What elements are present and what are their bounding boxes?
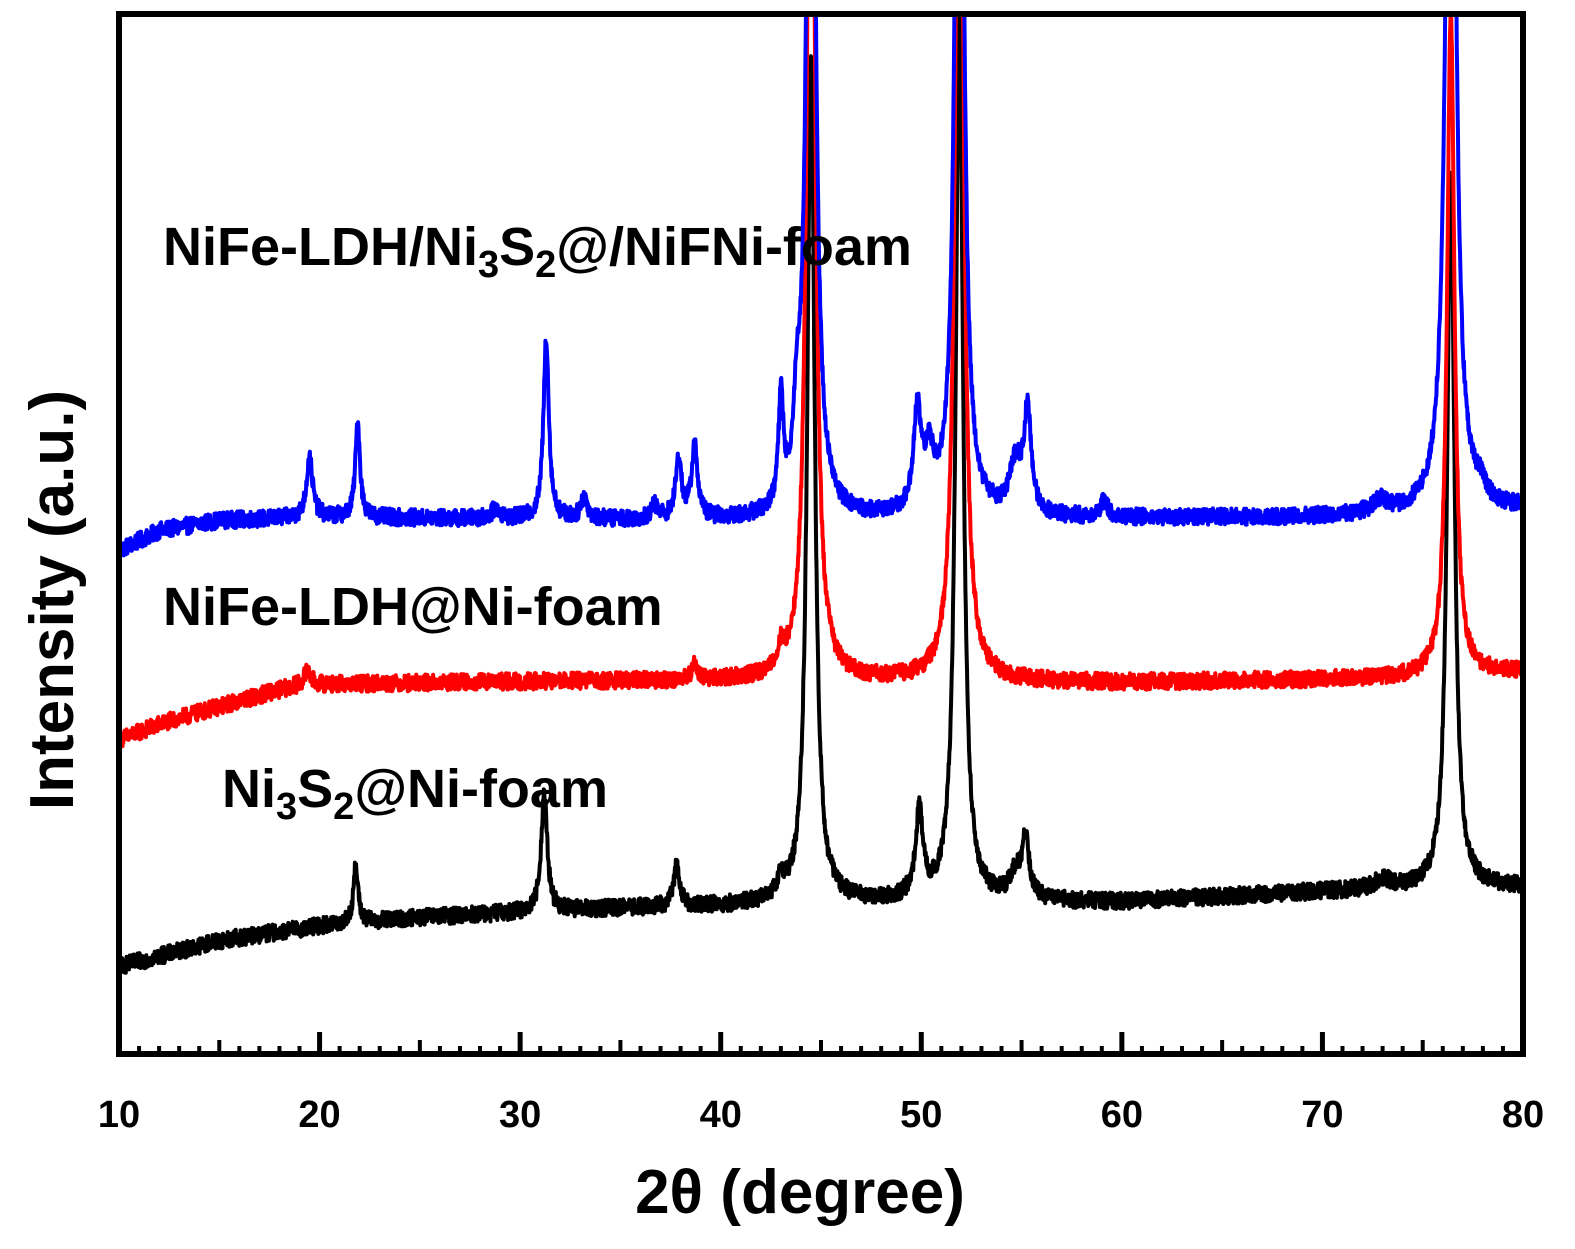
series-labels: NiFe-LDH/Ni3S2@/NiFNi-foam NiFe-LDH@Ni-fo… bbox=[163, 217, 912, 828]
x-tick-label: 20 bbox=[298, 1094, 340, 1136]
x-tick-label: 40 bbox=[700, 1094, 742, 1136]
series-line-2 bbox=[121, 14, 1523, 975]
x-tick-label: 70 bbox=[1301, 1094, 1343, 1136]
series-label-0: NiFe-LDH/Ni3S2@/NiFNi-foam bbox=[163, 217, 912, 286]
x-axis-title: 2θ (degree) bbox=[635, 1158, 965, 1227]
series-line-1 bbox=[121, 14, 1523, 750]
series-line-0 bbox=[121, 14, 1523, 558]
x-tick-label: 30 bbox=[499, 1094, 541, 1136]
x-tick-label: 80 bbox=[1502, 1094, 1544, 1136]
series-label-2: Ni3S2@Ni-foam bbox=[222, 759, 608, 828]
y-axis-title: Intensity (a.u.) bbox=[18, 390, 87, 810]
x-tick-label: 60 bbox=[1101, 1094, 1143, 1136]
series-label-1: NiFe-LDH@Ni-foam bbox=[163, 577, 663, 637]
series-layer bbox=[121, 14, 1523, 975]
x-tick-label: 10 bbox=[98, 1094, 140, 1136]
x-axis-ticks: 10 20 30 40 50 60 70 80 bbox=[98, 1032, 1544, 1136]
x-tick-label: 50 bbox=[900, 1094, 942, 1136]
